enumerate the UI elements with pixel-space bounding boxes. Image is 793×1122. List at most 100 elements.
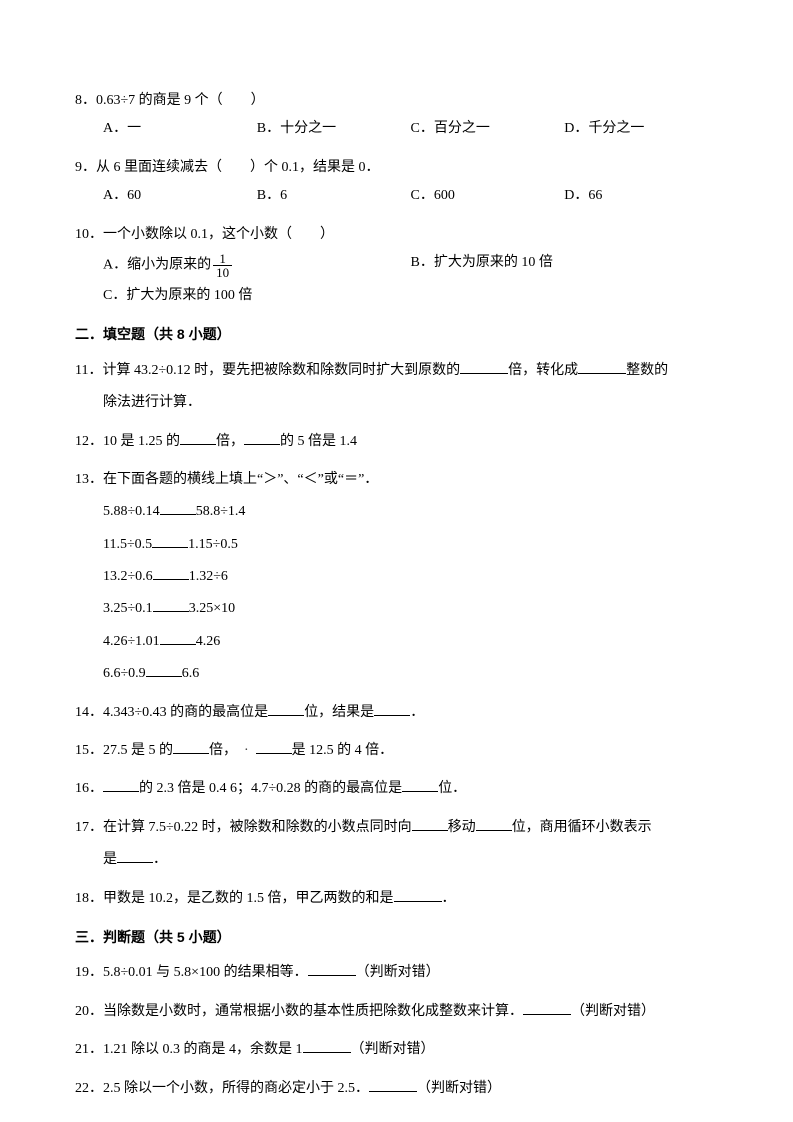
q17-line2: 是． [75,849,718,871]
q13-row-5: 4.26÷1.01 4.26 [75,631,718,653]
section-2-header: 二．填空题（共 8 小题） [75,323,718,345]
q13-r5b: 4.26 [196,634,221,649]
q13-r2b: 1.15÷0.5 [188,537,238,552]
question-21: 21．1.21 除以 0.3 的商是 4，余数是 1 （判断对错） [75,1039,718,1061]
question-12: 12．10 是 1.25 的 倍， 的 5 倍是 1.4 [75,431,718,453]
q21-a: 21．1.21 除以 0.3 的商是 4，余数是 1 [75,1042,303,1057]
q10-a-pre: A．缩小为原来的 [103,258,211,273]
q15-blank-1 [173,740,209,754]
question-8: 8．0.63÷7 的商是 9 个（ ） A．一 B．十分之一 C．百分之一 D．… [75,90,718,141]
q10-stem: 10．一个小数除以 0.1，这个小数（ ） [75,224,718,246]
fraction-one-tenth: 110 [213,252,232,279]
question-10: 10．一个小数除以 0.1，这个小数（ ） A．缩小为原来的110 B．扩大为原… [75,224,718,308]
question-19: 19．5.8÷0.01 与 5.8×100 的结果相等． （判断对错） [75,962,718,984]
q8-opt-d: D．千分之一 [564,118,718,140]
frac-den: 10 [213,266,232,279]
q17-blank-1 [412,817,448,831]
q13-blank-5 [160,631,196,645]
q21-blank [303,1039,351,1053]
q15-c: 是 12.5 的 4 倍． [292,743,394,758]
q17-a: 17．在计算 7.5÷0.22 时，被除数和除数的小数点同时向 [75,820,412,835]
q20-a: 20．当除数是小数时，通常根据小数的基本性质把除数化成整数来计算． [75,1004,523,1019]
question-16: 16． 的 2.3 倍是 0.4 6；4.7÷0.28 的商的最高位是 位． [75,778,718,800]
q18-b: ． [442,891,456,906]
q14-c: ． [410,705,424,720]
q11-line2: 除法进行计算． [75,392,718,414]
q17-l2b: ． [153,852,167,867]
q17-blank-3 [117,849,153,863]
q13-r1b: 58.8÷1.4 [196,504,246,519]
q17-b: 移动 [448,820,476,835]
question-18: 18．甲数是 10.2，是乙数的 1.5 倍，甲乙两数的和是 ． [75,888,718,910]
q20-b: （判断对错） [571,1004,655,1019]
q21-b: （判断对错） [351,1042,435,1057]
q11-c: 整数的 [626,363,668,378]
q12-blank-1 [180,431,216,445]
q13-blank-3 [153,566,189,580]
q13-r4b: 3.25×10 [189,601,235,616]
q13-row-6: 6.6÷0.96.6 [75,663,718,685]
question-15: 15．27.5 是 5 的倍， · 是 12.5 的 4 倍． [75,740,718,762]
q13-r5a: 4.26÷1.01 [103,634,160,649]
q19-b: （判断对错） [356,965,440,980]
q9-stem: 9．从 6 里面连续减去（ ）个 0.1，结果是 0． [75,157,718,179]
q11-blank-2 [578,360,626,374]
q14-blank-1 [268,702,304,716]
q13-blank-1 [160,501,196,515]
q16-b: 的 2.3 倍是 0.4 6；4.7÷0.28 的商的最高位是 [139,781,402,796]
q8-opt-c: C．百分之一 [411,118,565,140]
q13-r6a: 6.6÷0.9 [103,666,146,681]
q22-a: 22．2.5 除以一个小数，所得的商必定小于 2.5． [75,1081,369,1096]
q13-r3a: 13.2÷0.6 [103,569,153,584]
q8-options: A．一 B．十分之一 C．百分之一 D．千分之一 [75,118,718,140]
q10-options-row1: A．缩小为原来的110 B．扩大为原来的 10 倍 [75,252,718,279]
q16-a: 16． [75,781,103,796]
q20-blank [523,1001,571,1015]
q13-r1a: 5.88÷0.14 [103,504,160,519]
q8-stem: 8．0.63÷7 的商是 9 个（ ） [75,90,718,112]
q22-b: （判断对错） [417,1081,501,1096]
q9-opt-a: A．60 [103,185,257,207]
q16-blank-2 [402,778,438,792]
q8-opt-b: B．十分之一 [257,118,411,140]
q13-row-1: 5.88÷0.14 58.8÷1.4 [75,501,718,523]
q9-opt-b: B．6 [257,185,411,207]
q13-blank-6 [146,663,182,677]
q12-c: 的 5 倍是 1.4 [280,434,357,449]
q18-blank-1 [394,888,442,902]
q10-opt-a: A．缩小为原来的110 [103,252,411,279]
q10-opt-c: C．扩大为原来的 100 倍 [75,285,718,307]
q13-row-2: 11.5÷0.51.15÷0.5 [75,534,718,556]
question-17: 17．在计算 7.5÷0.22 时，被除数和除数的小数点同时向移动位，商用循环小… [75,817,718,872]
frac-num: 1 [213,252,232,266]
q12-blank-2 [244,431,280,445]
q9-opt-d: D．66 [564,185,718,207]
q16-c: 位． [438,781,466,796]
section-3-header: 三．判断题（共 5 小题） [75,926,718,948]
q14-a: 14．4.343÷0.43 的商的最高位是 [75,705,268,720]
q19-a: 19．5.8÷0.01 与 5.8×100 的结果相等． [75,965,308,980]
question-22: 22．2.5 除以一个小数，所得的商必定小于 2.5． （判断对错） [75,1078,718,1100]
question-14: 14．4.343÷0.43 的商的最高位是 位，结果是 ． [75,702,718,724]
q22-blank [369,1078,417,1092]
q17-l2a: 是 [103,852,117,867]
q9-options: A．60 B．6 C．600 D．66 [75,185,718,207]
q15-blank-2 [256,740,292,754]
q12-a: 12．10 是 1.25 的 [75,434,180,449]
q15-a: 15．27.5 是 5 的 [75,743,173,758]
q13-row-3: 13.2÷0.61.32÷6 [75,566,718,588]
q11-a: 11．计算 43.2÷0.12 时，要先把被除数和除数同时扩大到原数的 [75,363,460,378]
q8-opt-a: A．一 [103,118,257,140]
q13-row-4: 3.25÷0.1 3.25×10 [75,598,718,620]
dot-separator: · [244,743,249,758]
q13-r4a: 3.25÷0.1 [103,601,153,616]
question-11: 11．计算 43.2÷0.12 时，要先把被除数和除数同时扩大到原数的倍，转化成… [75,360,718,415]
q17-blank-2 [476,817,512,831]
q19-blank [308,962,356,976]
q18-a: 18．甲数是 10.2，是乙数的 1.5 倍，甲乙两数的和是 [75,891,394,906]
q9-opt-c: C．600 [411,185,565,207]
q12-b: 倍， [216,434,244,449]
q16-blank-1 [103,778,139,792]
q14-b: 位，结果是 [304,705,374,720]
question-13: 13．在下面各题的横线上填上“＞”、“＜”或“＝”． 5.88÷0.1458.8… [75,469,718,686]
